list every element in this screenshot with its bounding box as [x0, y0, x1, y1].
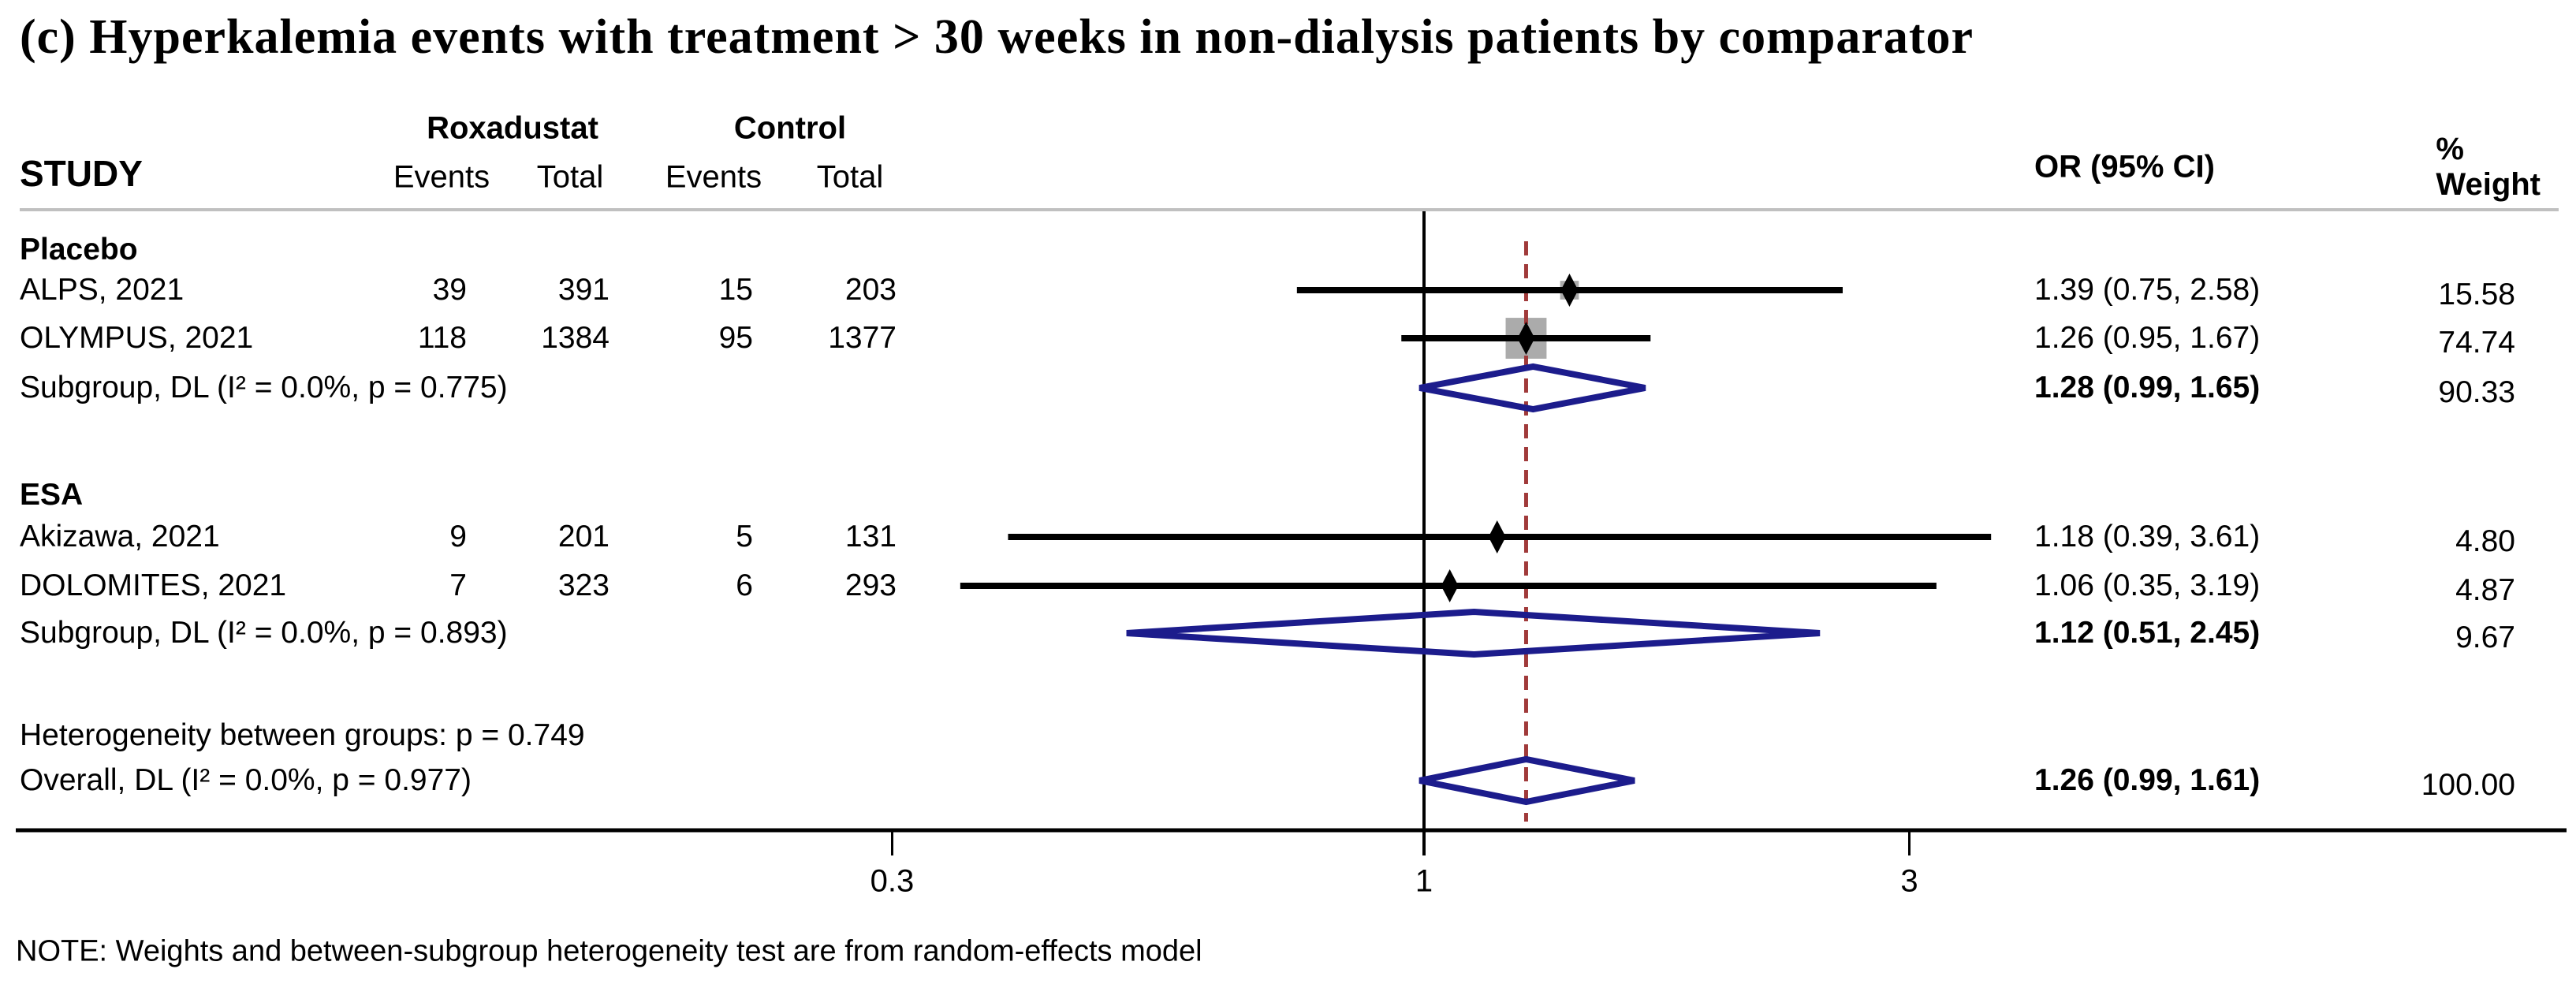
weight-value: 90.33 — [2438, 375, 2515, 409]
study-label: ALPS, 2021 — [20, 273, 185, 307]
footnote: NOTE: Weights and between-subgroup heter… — [16, 934, 1202, 968]
column-header-study: STUDY — [20, 153, 143, 194]
column-header-ctrl-events: Events — [665, 159, 762, 195]
or-ci-value: 1.18 (0.39, 3.61) — [2034, 520, 2261, 554]
column-header-weight: % Weight — [2436, 132, 2541, 202]
or-ci-value: 1.28 (0.99, 1.65) — [2034, 371, 2261, 404]
column-header-rox-total: Total — [536, 159, 604, 195]
rox-events-cell: 39 — [432, 273, 467, 307]
point-estimate-marker — [1517, 322, 1535, 355]
figure-title: (c) Hyperkalemia events with treatment >… — [20, 10, 1974, 64]
ctrl-total-cell: 203 — [844, 273, 897, 307]
axis-tick-label: 1 — [1415, 863, 1433, 899]
rox-total-cell: 323 — [557, 568, 610, 602]
subgroup-pooled-diamond — [1418, 363, 1646, 413]
subgroup-label: Subgroup, DL (I² = 0.0%, p = 0.775) — [20, 371, 508, 404]
or-ci-value: 1.26 (0.95, 1.67) — [2034, 321, 2261, 355]
ctrl-events-cell: 15 — [718, 273, 753, 307]
study-label: DOLOMITES, 2021 — [20, 568, 287, 602]
rox-total-cell: 391 — [557, 273, 610, 307]
ctrl-total-cell: 1377 — [828, 321, 897, 355]
column-header-or-ci: OR (95% CI) — [2034, 149, 2215, 184]
column-header-control: Control — [733, 110, 847, 146]
weight-value: 74.74 — [2438, 326, 2515, 360]
rox-events-cell: 9 — [449, 520, 467, 554]
point-estimate-marker — [1441, 569, 1459, 602]
column-header-rox-events: Events — [393, 159, 490, 195]
heterogeneity-note: Heterogeneity between groups: p = 0.749 — [20, 718, 585, 752]
overall-pooled-diamond — [1418, 755, 1635, 806]
weight-value: 4.80 — [2455, 524, 2515, 558]
study-label: Akizawa, 2021 — [20, 520, 220, 554]
rox-events-cell: 118 — [417, 321, 467, 355]
column-header-roxadustat: Roxadustat — [427, 110, 598, 146]
point-estimate-marker — [1488, 520, 1506, 554]
or-ci-value: 1.12 (0.51, 2.45) — [2034, 616, 2261, 650]
column-header-ctrl-total: Total — [816, 159, 884, 195]
subgroup-pooled-diamond — [1126, 608, 1821, 658]
weight-value: 4.87 — [2455, 573, 2515, 607]
ctrl-events-cell: 5 — [736, 520, 753, 554]
ctrl-total-cell: 293 — [844, 568, 897, 602]
group-label: ESA — [20, 478, 84, 512]
subgroup-label: Subgroup, DL (I² = 0.0%, p = 0.893) — [20, 616, 508, 650]
point-estimate-marker — [1560, 274, 1579, 307]
rox-total-cell: 1384 — [541, 321, 610, 355]
ctrl-events-cell: 95 — [718, 321, 753, 355]
overall-label: Overall, DL (I² = 0.0%, p = 0.977) — [20, 763, 472, 797]
ctrl-total-cell: 131 — [844, 520, 897, 554]
rox-total-cell: 201 — [557, 520, 610, 554]
study-label: OLYMPUS, 2021 — [20, 321, 254, 355]
or-ci-value: 1.26 (0.99, 1.61) — [2034, 763, 2261, 797]
weight-value: 15.58 — [2438, 278, 2515, 311]
weight-value: 100.00 — [2421, 768, 2515, 802]
group-label: Placebo — [20, 233, 138, 266]
ctrl-events-cell: 6 — [736, 568, 753, 602]
weight-value: 9.67 — [2455, 621, 2515, 654]
or-ci-value: 1.06 (0.35, 3.19) — [2034, 568, 2261, 602]
axis-tick-label: 3 — [1900, 863, 1918, 899]
axis-tick-label: 0.3 — [870, 863, 915, 899]
rox-events-cell: 7 — [449, 568, 467, 602]
or-ci-value: 1.39 (0.75, 2.58) — [2034, 273, 2261, 307]
